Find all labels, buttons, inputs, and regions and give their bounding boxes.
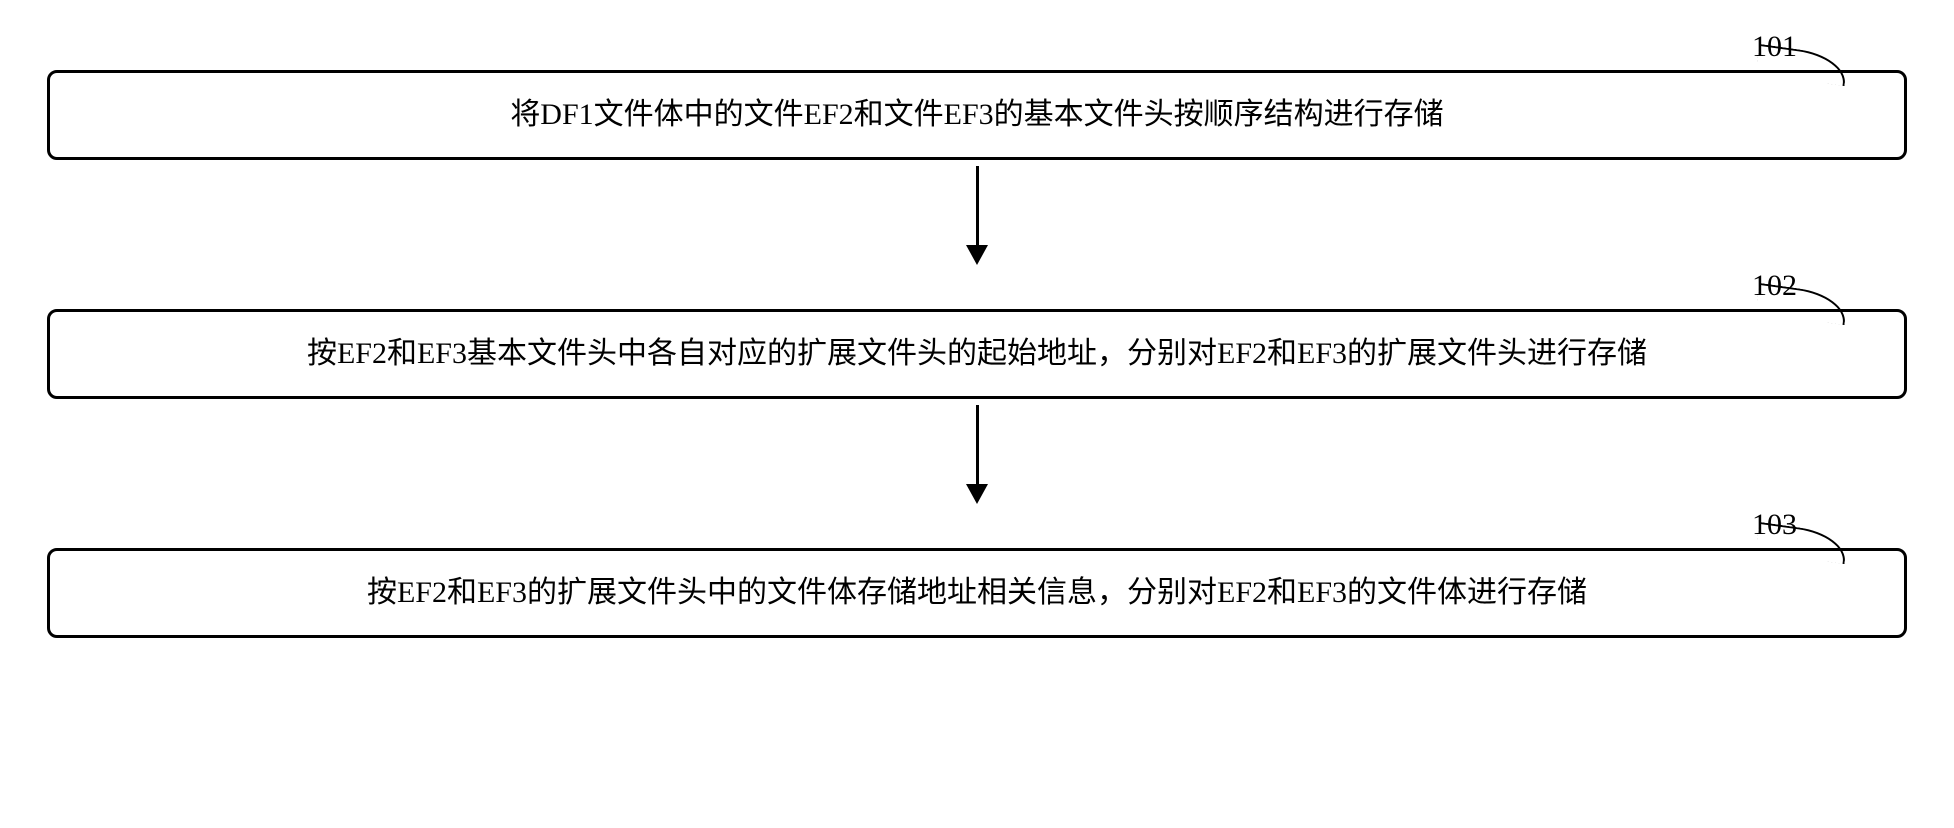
step-label-101: 101 [1752,30,1797,64]
step-101: 101 将DF1文件体中的文件EF2和文件EF3的基本文件头按顺序结构进行存储 [47,70,1907,160]
step-box-102: 按EF2和EF3基本文件头中各自对应的扩展文件头的起始地址，分别对EF2和EF3… [47,309,1907,399]
arrow-head-icon [966,245,988,265]
step-label-103: 103 [1752,508,1797,542]
arrow-shaft [976,405,979,485]
arrow-head-icon [966,484,988,504]
step-label-102: 102 [1752,269,1797,303]
step-text-102: 按EF2和EF3基本文件头中各自对应的扩展文件头的起始地址，分别对EF2和EF3… [307,337,1647,370]
arrow-shaft [976,166,979,246]
step-103: 103 按EF2和EF3的扩展文件头中的文件体存储地址相关信息，分别对EF2和E… [47,548,1907,638]
step-text-103: 按EF2和EF3的扩展文件头中的文件体存储地址相关信息，分别对EF2和EF3的文… [367,576,1587,609]
arrow-2 [966,405,988,504]
flowchart-container: 101 将DF1文件体中的文件EF2和文件EF3的基本文件头按顺序结构进行存储 … [47,30,1907,638]
step-box-103: 按EF2和EF3的扩展文件头中的文件体存储地址相关信息，分别对EF2和EF3的文… [47,548,1907,638]
step-text-101: 将DF1文件体中的文件EF2和文件EF3的基本文件头按顺序结构进行存储 [510,98,1443,131]
arrow-1 [966,166,988,265]
step-102: 102 按EF2和EF3基本文件头中各自对应的扩展文件头的起始地址，分别对EF2… [47,309,1907,399]
step-box-101: 将DF1文件体中的文件EF2和文件EF3的基本文件头按顺序结构进行存储 [47,70,1907,160]
